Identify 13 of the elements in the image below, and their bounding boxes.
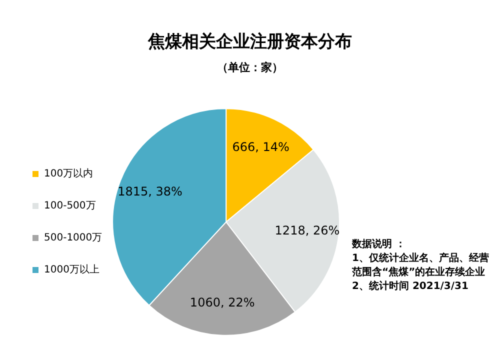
- data-label: 1815, 38%: [118, 184, 182, 198]
- legend-label: 500-1000万: [44, 232, 102, 244]
- data-label: 1218, 26%: [274, 223, 340, 238]
- text: 1、仅统计企业名、产品、经营范围含“焦煤”的在业存续企业: [352, 252, 490, 280]
- legend-label: 100万以内: [44, 168, 94, 180]
- legend-label: 100-500万: [44, 200, 96, 212]
- text: 2、统计时间 2021/3/31: [352, 280, 470, 294]
- legend-label: 1000万以上: [44, 264, 100, 276]
- data-label: 666, 14%: [232, 140, 290, 154]
- text: 数据说明 ：: [352, 238, 406, 252]
- data-label: 1060, 22%: [190, 296, 255, 310]
- chart-subtitle: （单位：家）: [216, 60, 284, 75]
- chart-title: 焦煤相关企业注册资本分布: [146, 31, 353, 53]
